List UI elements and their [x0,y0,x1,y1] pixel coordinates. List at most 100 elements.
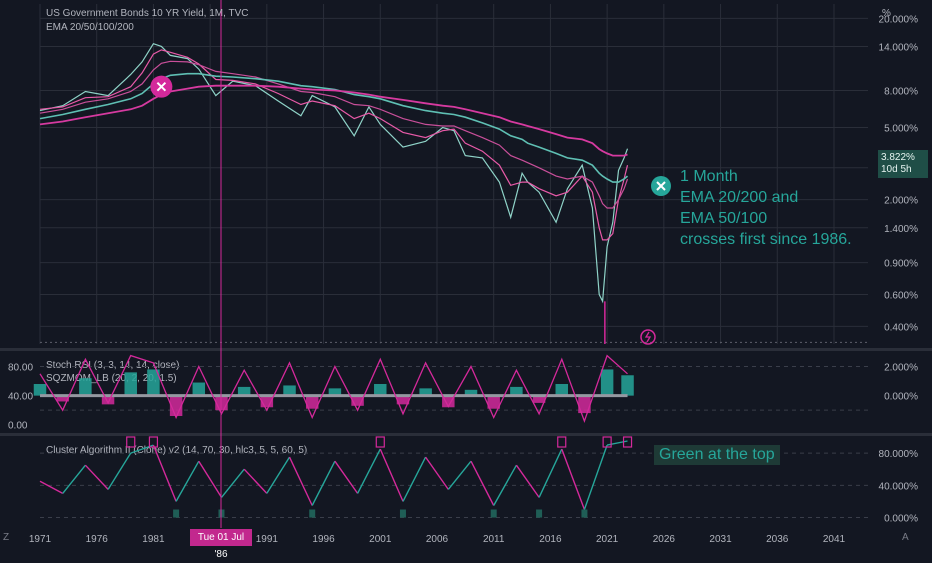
time-tick-label: 1981 [142,534,165,545]
cluster-top-box [148,436,159,448]
timezone-button[interactable]: Z [3,532,10,543]
momentum-bar [578,395,591,414]
auto-scale-button[interactable]: A [902,532,909,543]
cluster-bottom-bar [399,509,406,518]
cluster-line [243,468,268,494]
annotation-line-2: EMA 20/200 and [680,189,799,206]
cluster-top-box [622,436,633,448]
cluster-line [198,460,223,498]
cluster-top-box [126,436,136,448]
last-price-badge: 3.822% 10d 5h [878,150,928,178]
bar-countdown: 10d 5h [881,164,912,175]
cluster-line [62,464,86,494]
cluster-algorithm-panel: Cluster Algorithm II (Clone) v2 (14, 70,… [39,436,919,525]
cluster-top-box [602,436,612,448]
ema-indicator-label[interactable]: EMA 20/50/100/200 [46,22,134,33]
cluster-line [334,460,359,494]
cross-marker-teal-icon [656,181,666,191]
time-tick-label: 2026 [653,534,676,545]
cluster-line [425,456,449,490]
momentum-bar [260,395,274,408]
cluster-line [175,460,200,502]
time-tick-label: 2021 [596,534,619,545]
ema-line [39,60,629,209]
ema-line [39,49,629,241]
cluster-line [288,456,313,506]
price-tick-label: 1.400% [884,224,918,235]
price-tick-label: 2.000% [884,196,918,207]
momentum-bar [101,395,115,405]
stoch-rsi-label: Stoch RSI (3, 3, 14, 14, close) [46,360,179,371]
chart-canvas: 20.000%14.000%8.000%5.000%3.000%2.000%1.… [0,0,932,545]
time-tick-label: 1996 [312,534,335,545]
momentum-bar [328,388,342,396]
panel-separator [0,348,932,351]
price-tick-label: 0.600% [884,290,918,301]
unit-label: % [882,8,891,19]
cluster-line [493,464,518,506]
momentum-bar [305,395,319,409]
squeeze-momentum-label: SQZMOM_LB (20, 2, 20, 1.5) [46,373,177,384]
main-price-panel: 20.000%14.000%8.000%5.000%3.000%2.000%1.… [0,4,932,436]
momentum-bar [351,395,364,406]
cluster-top-box [557,436,567,448]
cluster-line [107,452,132,490]
cluster-line [470,460,495,506]
panel-separator [0,433,932,436]
last-price-value: 3.822% [881,152,915,163]
momentum-bar [33,384,47,396]
momentum-bar [396,395,410,405]
cluster-bottom-bar [581,509,588,518]
time-tick-label: 2031 [709,534,732,545]
stoch-k-line [39,354,628,424]
time-tick-label: 2001 [369,534,392,545]
stoch-tick-label: 0.00 [8,421,28,432]
cluster-annotation: Green at the top [654,445,780,465]
time-tick-label: 2011 [483,534,505,545]
momentum-bar [600,369,614,396]
cross-marker-pink-icon [156,81,167,92]
crossover-annotation: 1 Month EMA 20/200 and EMA 50/100 crosse… [680,166,852,250]
momentum-bar [56,395,69,402]
cluster-line [356,448,381,494]
time-tick-label: 2036 [766,534,789,545]
cluster-line [311,460,336,506]
lightning-icon [644,331,652,343]
crosshair-date-badge: Tue 01 Jul '86 [190,529,252,560]
momentum-bar [283,385,296,396]
momentum-bar [419,388,432,396]
annotation-line-3: EMA 50/100 [680,210,768,227]
cluster-bottom-bar [490,509,497,518]
stoch-rsi-panel: Stoch RSI (3, 3, 14, 14, close) SQZMOM_LB… [8,354,918,432]
momentum-bar [555,384,568,396]
momentum-bar [464,389,478,396]
cluster-line [447,460,472,490]
momentum-bar [442,395,455,408]
momentum-tick-label: 2.000% [884,363,918,374]
cluster-tick-label: 80.000% [879,449,919,460]
cluster-top-box [375,436,385,448]
price-tick-label: 8.000% [884,87,918,98]
time-tick-label: 1971 [29,534,52,545]
price-tick-label: 5.000% [884,124,918,135]
price-tick-label: 0.900% [884,259,918,270]
momentum-bar [487,395,500,409]
time-axis[interactable]: 1971 1976 1981 1991 1996 2001 2006 2011 2016 2021… [29,534,846,545]
cluster-line [402,456,427,502]
price-series-line [39,42,629,304]
time-tick-label: 2041 [823,534,846,545]
cluster-line [266,456,291,494]
cluster-bottom-bar [173,509,180,518]
price-tick-label: 14.000% [879,42,919,53]
cluster-line [561,448,586,510]
momentum-bar [532,395,546,403]
stoch-tick-label: 40.00 [8,392,33,403]
momentum-bar [621,375,634,396]
stoch-tick-label: 80.00 [8,363,33,374]
price-tick-label: 0.400% [884,322,918,333]
momentum-bar [79,378,92,396]
cluster-line [538,448,563,498]
momentum-tick-label: 0.000% [884,392,918,403]
time-tick-label: 2016 [539,534,562,545]
cluster-line [152,444,177,502]
